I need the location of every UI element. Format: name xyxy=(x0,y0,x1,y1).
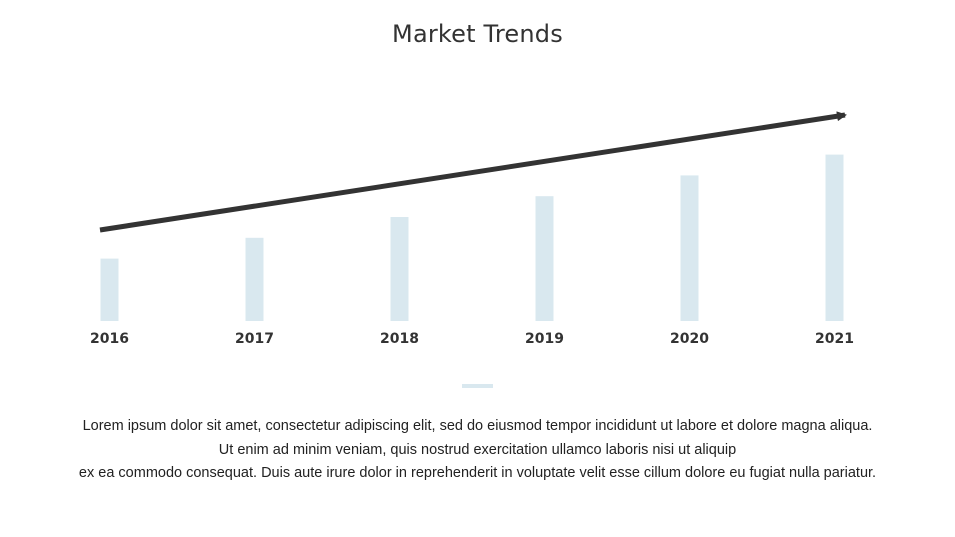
bar-2020 xyxy=(680,175,699,321)
page-title: Market Trends xyxy=(392,20,563,48)
x-tick-label-2016: 2016 xyxy=(90,331,129,347)
x-axis-tick-labels: 2016 2017 2018 2019 2020 2021 xyxy=(90,331,854,347)
bar-2019 xyxy=(535,196,554,321)
description-line: Lorem ipsum dolor sit amet, consectetur … xyxy=(82,418,873,434)
bar-2021 xyxy=(825,154,844,321)
x-tick-label-2021: 2021 xyxy=(815,331,854,347)
bar-series xyxy=(100,154,844,321)
bar-2017 xyxy=(245,237,264,321)
description-text: Lorem ipsum dolor sit amet, consectetur … xyxy=(0,415,955,486)
x-tick-label-2017: 2017 xyxy=(235,331,274,347)
description-line: Ut enim ad minim veniam, quis nostrud ex… xyxy=(218,441,737,458)
bar-2016 xyxy=(100,258,119,321)
bar-chart: 2016 2017 2018 2019 2020 2021 xyxy=(90,111,854,347)
trend-arrow-icon xyxy=(99,111,847,233)
x-tick-label-2020: 2020 xyxy=(670,331,709,347)
bar-2018 xyxy=(390,217,409,321)
divider xyxy=(462,384,493,388)
x-tick-label-2019: 2019 xyxy=(525,331,564,347)
x-tick-label-2018: 2018 xyxy=(380,331,419,347)
description-line: ex ea commodo consequat. Duis aute irure… xyxy=(78,465,877,481)
